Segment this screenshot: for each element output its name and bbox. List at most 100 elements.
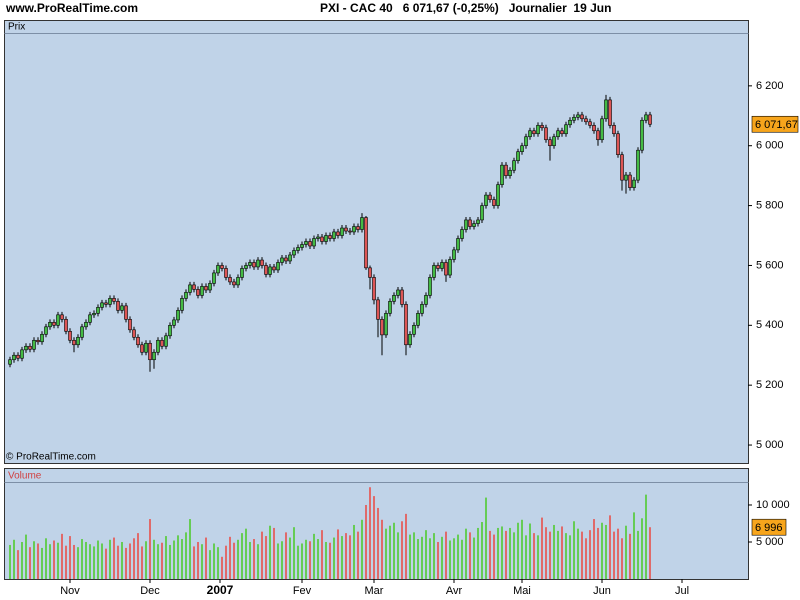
- candle-body: [556, 130, 560, 138]
- volume-bar: [609, 515, 611, 579]
- x-tick-label: Jun: [593, 585, 611, 597]
- candle-body: [568, 119, 572, 126]
- y-tick-label: 6 200: [756, 80, 784, 92]
- candle-body: [564, 124, 568, 135]
- candle-body: [384, 313, 388, 336]
- candle-body: [488, 194, 492, 200]
- candle-body: [164, 335, 168, 347]
- candle-body: [616, 133, 620, 155]
- candle-body: [368, 267, 372, 278]
- volume-panel: [4, 468, 749, 580]
- volume-bar: [401, 521, 403, 579]
- volume-bar: [541, 517, 543, 579]
- candle-body: [72, 339, 76, 346]
- volume-bar: [557, 530, 559, 579]
- candle-body: [408, 333, 412, 346]
- volume-bar: [193, 546, 195, 579]
- candle-body: [452, 249, 456, 260]
- volume-bar: [241, 533, 243, 579]
- candle-body: [112, 298, 116, 302]
- candle-body: [180, 298, 184, 311]
- volume-bar: [533, 533, 535, 579]
- volume-bar: [117, 545, 119, 579]
- candle-body: [212, 272, 216, 284]
- volume-bar: [445, 531, 447, 579]
- candle-body: [20, 349, 24, 359]
- volume-bar: [645, 494, 647, 579]
- volume-bar: [393, 522, 395, 579]
- candle-body: [92, 313, 96, 316]
- candle-body: [620, 154, 624, 181]
- volume-bar: [33, 541, 35, 579]
- candle-body: [600, 118, 604, 141]
- candle-body: [328, 235, 332, 239]
- x-tick-label: 2007: [207, 583, 234, 597]
- volume-bar: [305, 539, 307, 579]
- volume-bar: [205, 537, 207, 579]
- candle-body: [444, 262, 448, 276]
- volume-bar: [529, 523, 531, 579]
- volume-bar: [581, 531, 583, 579]
- candle-body: [520, 145, 524, 153]
- volume-bar: [77, 547, 79, 579]
- volume-bar: [345, 533, 347, 579]
- candle-body: [476, 219, 480, 224]
- volume-bar: [129, 543, 131, 579]
- candle-body: [340, 227, 344, 236]
- candle-body: [64, 319, 68, 332]
- candle-body: [136, 336, 140, 346]
- candle-body: [580, 114, 584, 120]
- volume-bar: [461, 539, 463, 579]
- candle-body: [360, 217, 364, 230]
- volume-bar: [625, 525, 627, 579]
- candle-body: [120, 305, 124, 311]
- volume-bar: [561, 526, 563, 579]
- volume-bar: [221, 556, 223, 579]
- price-panel: [4, 20, 749, 464]
- candle-body: [484, 194, 488, 206]
- candle-body: [60, 314, 64, 320]
- volume-bar: [9, 544, 11, 579]
- volume-bar: [153, 539, 155, 579]
- volume-bar: [453, 538, 455, 579]
- volume-bar: [449, 540, 451, 579]
- candle-body: [192, 284, 196, 290]
- candle-body: [592, 125, 596, 132]
- volume-bar: [293, 527, 295, 579]
- volume-bar: [429, 538, 431, 579]
- candle-body: [24, 345, 28, 351]
- candle-body: [288, 254, 292, 262]
- candle-body: [380, 319, 384, 336]
- volume-bar: [417, 539, 419, 579]
- last-value-box: [751, 115, 799, 133]
- candle-body: [108, 298, 112, 305]
- candle-body: [96, 307, 100, 314]
- candle-body: [336, 231, 340, 236]
- volume-bar: [585, 538, 587, 579]
- candle-body: [376, 299, 380, 320]
- volume-bar: [413, 532, 415, 579]
- candle-body: [400, 289, 404, 305]
- volume-bar: [281, 541, 283, 579]
- candle-body: [256, 259, 260, 268]
- volume-bar: [141, 546, 143, 579]
- volume-bar: [177, 535, 179, 579]
- volume-bar: [161, 542, 163, 579]
- candle-body: [220, 265, 224, 269]
- volume-bar: [497, 527, 499, 579]
- volume-bar: [629, 533, 631, 579]
- candle-body: [428, 277, 432, 296]
- volume-bar: [133, 538, 135, 579]
- volume-bar: [217, 547, 219, 579]
- watermark: © ProRealTime.com: [6, 452, 96, 463]
- volume-bar: [249, 541, 251, 579]
- y-tick-label: 5 200: [756, 379, 784, 391]
- candle-body: [424, 295, 428, 305]
- candle-body: [612, 125, 616, 135]
- x-tick-label: Fev: [293, 585, 312, 597]
- candle-body: [588, 121, 592, 126]
- volume-bar: [573, 521, 575, 579]
- candle-body: [460, 229, 464, 239]
- candle-body: [456, 238, 460, 251]
- volume-bar: [301, 543, 303, 579]
